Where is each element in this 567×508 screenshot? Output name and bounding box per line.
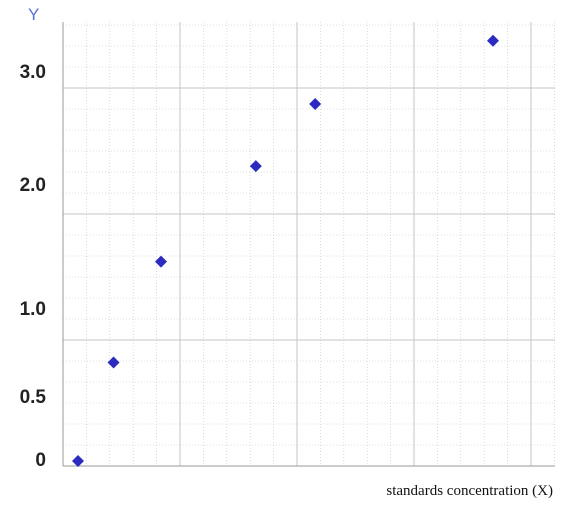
y-tick-label: 2.0 [20,175,46,196]
y-tick-label: 0 [35,450,46,471]
axes [62,22,555,467]
data-point [107,356,120,369]
y-tick-labels: 0 0.5 1.0 2.0 3.0 [20,62,47,471]
data-point [309,97,322,110]
data-point [72,454,84,467]
y-axis-label: Y [28,5,39,24]
data-point [487,34,499,47]
data-point [155,255,167,268]
data-point [249,160,262,173]
y-tick-label: 0.5 [20,387,47,408]
x-axis-label: standards concentration (X) [386,483,553,499]
grid-minor-lines [63,22,555,466]
data-points [72,34,499,467]
y-tick-label: 1.0 [20,299,46,320]
grid-major-lines [62,22,555,467]
y-tick-label: 3.0 [20,62,46,83]
